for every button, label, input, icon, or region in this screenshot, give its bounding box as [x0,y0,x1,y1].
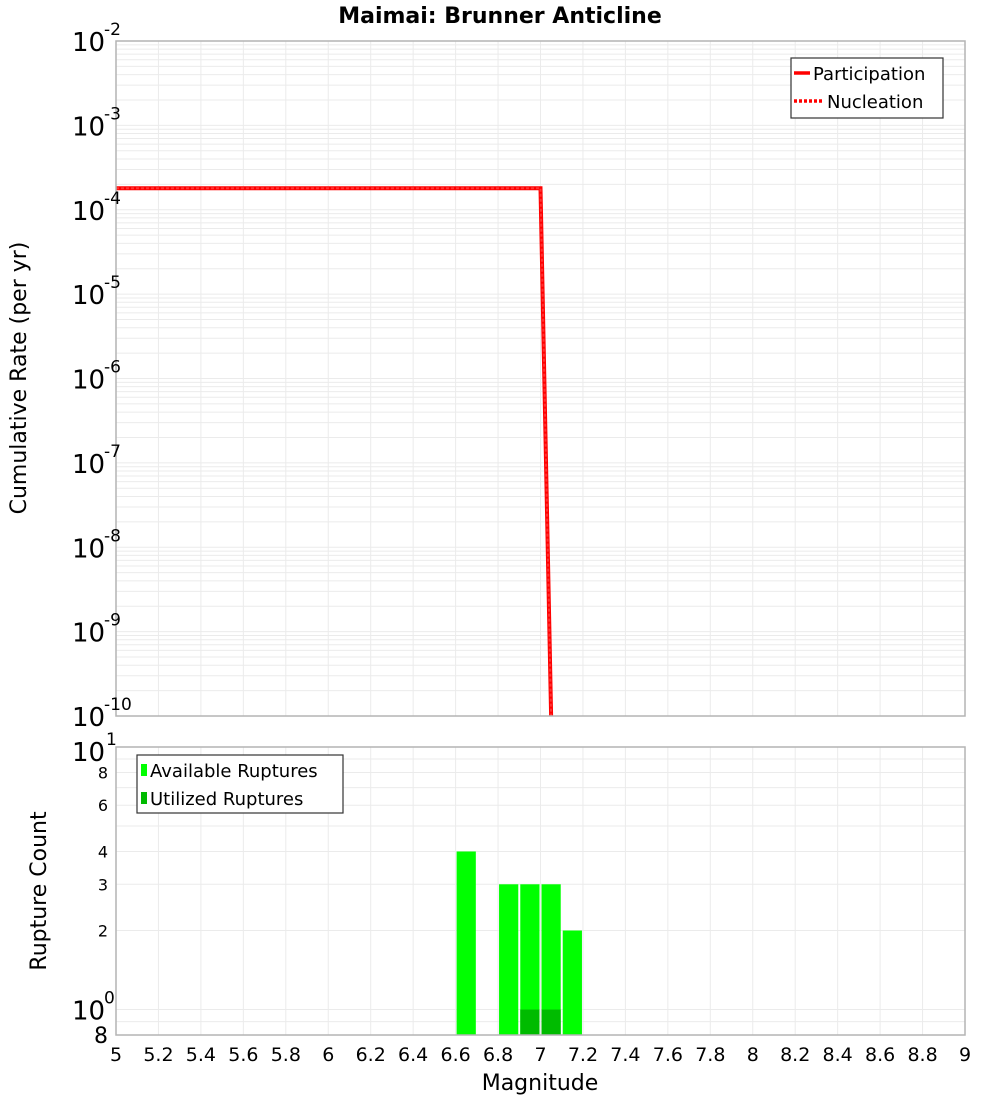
svg-text:7: 7 [534,1044,546,1066]
svg-text:8: 8 [747,1044,759,1066]
bottom-y-axis-label: Rupture Count [27,811,52,971]
svg-text:6.6: 6.6 [440,1044,470,1066]
svg-text:-8: -8 [104,526,121,546]
x-ticks: 5 5.2 5.4 5.6 5.8 6 6.2 6.4 6.6 6.8 7 7.2 7.4 7.6 7.8 8… [110,1044,971,1066]
legend-utilized: Utilized Ruptures [150,789,303,810]
chart-title: Maimai: Brunner Anticline [338,4,662,29]
svg-text:10: 10 [72,534,105,564]
svg-text:10: 10 [72,281,105,311]
legend-participation: Participation [813,64,925,85]
svg-text:6: 6 [98,796,108,815]
available-bar [562,930,582,1035]
svg-text:7.4: 7.4 [610,1044,640,1066]
svg-text:1: 1 [106,730,117,750]
legend-nucleation: Nucleation [827,92,923,113]
svg-text:-9: -9 [104,611,121,631]
svg-text:10: 10 [72,366,105,396]
top-plot: 10-210-310-410-510-610-710-810-910-10 Cu… [7,20,966,733]
available-bar [456,851,476,1035]
svg-text:10: 10 [72,450,105,480]
svg-text:6.4: 6.4 [398,1044,428,1066]
top-y-axis-label: Cumulative Rate (per yr) [7,242,32,515]
svg-text:6.8: 6.8 [483,1044,513,1066]
svg-text:-5: -5 [104,273,121,293]
utilized-swatch-icon [141,792,147,804]
x-axis-label: Magnitude [482,1071,599,1096]
svg-text:10: 10 [72,112,105,142]
svg-text:10: 10 [72,28,105,58]
svg-text:6.2: 6.2 [356,1044,386,1066]
available-bar [499,884,519,1035]
svg-text:-4: -4 [104,189,121,209]
svg-text:6: 6 [322,1044,334,1066]
svg-text:5.8: 5.8 [271,1044,301,1066]
svg-text:7.8: 7.8 [695,1044,725,1066]
svg-text:8: 8 [94,1024,108,1049]
legend-available: Available Ruptures [150,761,318,782]
svg-text:10: 10 [72,197,105,227]
svg-text:7.6: 7.6 [653,1044,683,1066]
rupture-bars [456,851,582,1035]
available-swatch-icon [141,764,147,776]
svg-text:2: 2 [98,922,108,941]
top-legend: Participation Nucleation [790,57,944,119]
available-bar [541,884,561,1035]
rate-lines [116,186,554,717]
svg-text:-3: -3 [104,104,121,124]
bottom-legend: Available Ruptures Utilized Ruptures [136,754,344,814]
bottom-plot-frame [115,746,966,1036]
svg-text:10: 10 [72,997,105,1027]
svg-text:9: 9 [959,1044,971,1066]
top-plot-frame [115,40,966,717]
svg-text:5: 5 [110,1044,122,1066]
svg-text:-6: -6 [104,358,121,378]
utilized-bar [520,1009,540,1035]
svg-text:8.2: 8.2 [780,1044,810,1066]
svg-text:10: 10 [72,703,105,733]
svg-text:8.4: 8.4 [823,1044,853,1066]
svg-text:5.2: 5.2 [143,1044,173,1066]
svg-text:0: 0 [104,989,115,1009]
svg-text:8.6: 8.6 [865,1044,895,1066]
svg-text:8.8: 8.8 [907,1044,937,1066]
available-bar [520,884,540,1035]
utilized-bar [541,1009,561,1035]
top-y-ticks: 10-210-310-410-510-610-710-810-910-10 [72,20,132,733]
svg-text:-2: -2 [104,20,121,40]
svg-text:7.2: 7.2 [568,1044,598,1066]
top-grid [116,41,966,717]
svg-text:5.6: 5.6 [228,1044,258,1066]
svg-text:4: 4 [98,842,108,861]
svg-text:-10: -10 [104,695,132,715]
svg-text:10: 10 [72,619,105,649]
nucleation-line [116,187,553,717]
svg-text:-7: -7 [104,442,121,462]
svg-text:5.4: 5.4 [186,1044,216,1066]
svg-text:8: 8 [98,763,108,782]
svg-text:10: 10 [72,738,105,768]
svg-text:3: 3 [98,875,108,894]
